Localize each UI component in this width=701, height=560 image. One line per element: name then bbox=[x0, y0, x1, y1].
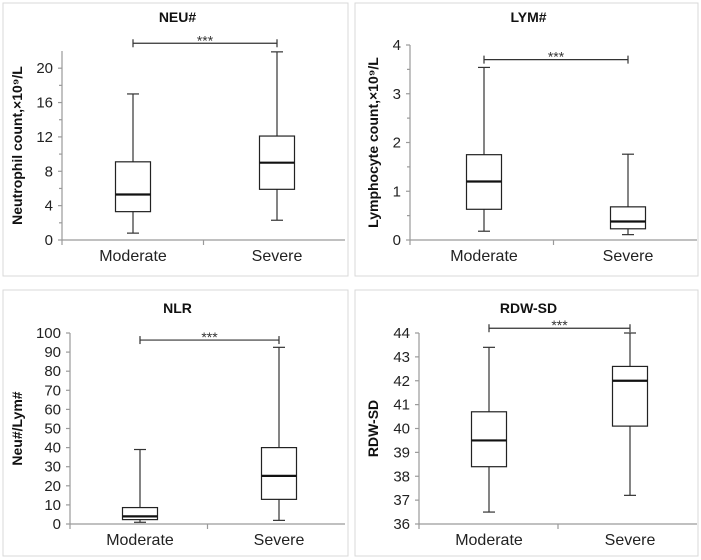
significance-label: *** bbox=[548, 49, 565, 65]
iqr-box bbox=[114, 161, 152, 213]
y-axis-label: Lymphocyte count,×10⁹/L bbox=[365, 57, 381, 228]
y-tick-label: 43 bbox=[393, 349, 410, 366]
y-tick-label: 60 bbox=[44, 401, 61, 418]
y-tick-label: 16 bbox=[36, 95, 53, 112]
y-tick-label: 80 bbox=[44, 363, 61, 380]
x-tick-label: Moderate bbox=[450, 248, 518, 265]
y-tick-label: 3 bbox=[393, 86, 401, 103]
y-tick-label: 100 bbox=[36, 325, 61, 342]
y-tick-label: 44 bbox=[393, 325, 410, 342]
panel-2: NLR Neu#/Lym# 0 10 20 30 40 50 60 70 80 90 100 Modera… bbox=[2, 289, 349, 557]
y-tick-label: 50 bbox=[44, 421, 61, 438]
y-tick-label: 12 bbox=[36, 129, 53, 146]
y-tick-label: 30 bbox=[44, 459, 61, 476]
x-tick-label: Severe bbox=[252, 248, 303, 265]
panel-frame bbox=[2, 289, 349, 557]
y-tick-label: 70 bbox=[44, 382, 61, 399]
y-tick-label: 1 bbox=[393, 183, 401, 200]
y-tick-label: 36 bbox=[393, 516, 410, 533]
y-tick-label: 4 bbox=[45, 198, 53, 215]
chart-title: RDW-SD bbox=[500, 300, 557, 316]
box-moderate bbox=[470, 346, 508, 513]
y-tick-label: 38 bbox=[393, 468, 410, 485]
iqr-box bbox=[609, 206, 647, 230]
panel-3: RDW-SD RDW-SD 36 37 38 39 40 41 42 43 44 Moderate Se… bbox=[354, 289, 699, 557]
panel-frame bbox=[354, 2, 699, 277]
panel-0: NEU# Neutrophil count,×10⁹/L 0 4 8 12 16 20 Mode… bbox=[2, 2, 349, 277]
significance-label: *** bbox=[551, 317, 568, 333]
x-tick-label: Moderate bbox=[106, 532, 174, 549]
y-tick-label: 0 bbox=[45, 232, 53, 249]
significance-label: *** bbox=[197, 32, 214, 48]
y-tick-label: 20 bbox=[44, 478, 61, 495]
y-tick-label: 8 bbox=[45, 163, 53, 180]
x-tick-label: Moderate bbox=[455, 532, 523, 549]
y-tick-label: 20 bbox=[36, 60, 53, 77]
y-tick-label: 42 bbox=[393, 373, 410, 390]
y-tick-label: 0 bbox=[393, 232, 401, 249]
box-moderate bbox=[465, 66, 503, 232]
y-axis-label: Neu#/Lym# bbox=[9, 391, 25, 465]
x-tick-label: Severe bbox=[254, 532, 305, 549]
y-tick-label: 40 bbox=[393, 421, 410, 438]
y-tick-label: 39 bbox=[393, 444, 410, 461]
chart-title: NLR bbox=[163, 300, 192, 316]
box-severe bbox=[611, 332, 649, 496]
y-tick-label: 40 bbox=[44, 440, 61, 457]
y-tick-label: 90 bbox=[44, 344, 61, 361]
box-severe bbox=[609, 153, 647, 236]
x-tick-label: Moderate bbox=[99, 248, 167, 265]
y-tick-label: 10 bbox=[44, 497, 61, 514]
chart-title: NEU# bbox=[159, 9, 197, 25]
y-tick-label: 2 bbox=[393, 135, 401, 152]
iqr-box bbox=[260, 447, 298, 500]
box-moderate bbox=[121, 448, 159, 523]
y-tick-label: 41 bbox=[393, 397, 410, 414]
y-tick-label: 4 bbox=[393, 37, 401, 54]
box-severe bbox=[258, 51, 296, 221]
iqr-box bbox=[611, 365, 649, 427]
x-tick-label: Severe bbox=[605, 532, 656, 549]
y-tick-label: 0 bbox=[53, 516, 61, 533]
panel-1: LYM# Lymphocyte count,×10⁹/L 0 1 2 3 4 Moderate… bbox=[354, 2, 699, 277]
box-moderate bbox=[114, 93, 152, 234]
iqr-box bbox=[470, 411, 508, 468]
box-severe bbox=[260, 346, 298, 521]
y-axis-label: RDW-SD bbox=[365, 400, 381, 457]
chart-title: LYM# bbox=[510, 9, 546, 25]
y-axis-label: Neutrophil count,×10⁹/L bbox=[9, 66, 25, 225]
significance-label: *** bbox=[201, 329, 218, 345]
iqr-box bbox=[121, 506, 159, 521]
x-tick-label: Severe bbox=[603, 248, 654, 265]
panel-frame bbox=[2, 2, 349, 277]
y-tick-label: 37 bbox=[393, 492, 410, 509]
